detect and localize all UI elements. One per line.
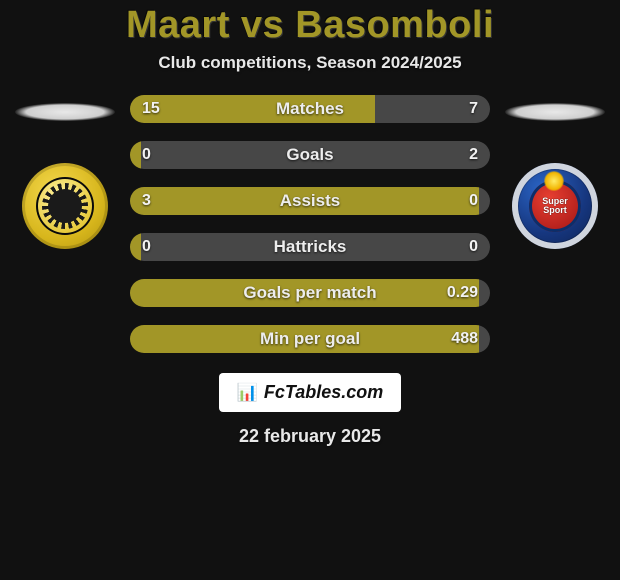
stat-bar: 3 Assists 0 xyxy=(130,187,490,215)
burst-icon xyxy=(544,171,564,191)
bar-value-right: 0 xyxy=(469,192,478,210)
bar-value-right: 0.29 xyxy=(447,284,478,302)
bar-value-left: 0 xyxy=(142,146,151,164)
stat-bar: 15 Matches 7 xyxy=(130,95,490,123)
date-label: 22 february 2025 xyxy=(0,426,620,447)
bar-segment-right xyxy=(479,187,490,215)
right-team-crest[interactable]: SuperSport xyxy=(512,163,598,249)
bar-label: Goals xyxy=(286,145,333,165)
right-player-shadow xyxy=(505,103,605,121)
brand-label: FcTables.com xyxy=(264,382,383,403)
brand-link[interactable]: 📊 FcTables.com xyxy=(219,373,402,412)
crest-text: SuperSport xyxy=(542,197,568,215)
crest-inner xyxy=(36,177,94,235)
header: Maart vs Basomboli Club competitions, Se… xyxy=(0,0,620,73)
stat-bar: 0 Hattricks 0 xyxy=(130,233,490,261)
left-side xyxy=(10,95,120,249)
footer: 📊 FcTables.com 22 february 2025 xyxy=(0,373,620,447)
left-team-crest[interactable] xyxy=(22,163,108,249)
bar-label: Goals per match xyxy=(243,283,376,303)
page-title: Maart vs Basomboli xyxy=(0,4,620,47)
stat-bar: Min per goal 488 xyxy=(130,325,490,353)
bar-value-left: 15 xyxy=(142,100,160,118)
bar-segment-left xyxy=(130,233,141,261)
bar-value-right: 0 xyxy=(469,238,478,256)
bar-label: Assists xyxy=(280,191,340,211)
stat-bar: 0 Goals 2 xyxy=(130,141,490,169)
bar-label: Hattricks xyxy=(274,237,347,257)
page-subtitle: Club competitions, Season 2024/2025 xyxy=(0,53,620,73)
bar-value-right: 488 xyxy=(451,330,478,348)
chief-icon xyxy=(48,189,82,223)
bar-segment-right xyxy=(479,325,490,353)
stats-bars: 15 Matches 7 0 Goals 2 3 Assists 0 0 Hattricks 0 Goa… xyxy=(130,95,490,353)
bar-value-left: 3 xyxy=(142,192,151,210)
chart-icon: 📊 xyxy=(237,383,258,403)
bar-value-left: 0 xyxy=(142,238,151,256)
content-row: 15 Matches 7 0 Goals 2 3 Assists 0 0 Hattricks 0 Goa… xyxy=(0,95,620,353)
bar-value-right: 2 xyxy=(469,146,478,164)
right-side: SuperSport xyxy=(500,95,610,249)
bar-label: Min per goal xyxy=(260,329,360,349)
stat-bar: Goals per match 0.29 xyxy=(130,279,490,307)
bar-segment-left xyxy=(130,141,141,169)
left-player-shadow xyxy=(15,103,115,121)
bar-value-right: 7 xyxy=(469,100,478,118)
bar-label: Matches xyxy=(276,99,344,119)
bar-segment-right xyxy=(479,279,490,307)
